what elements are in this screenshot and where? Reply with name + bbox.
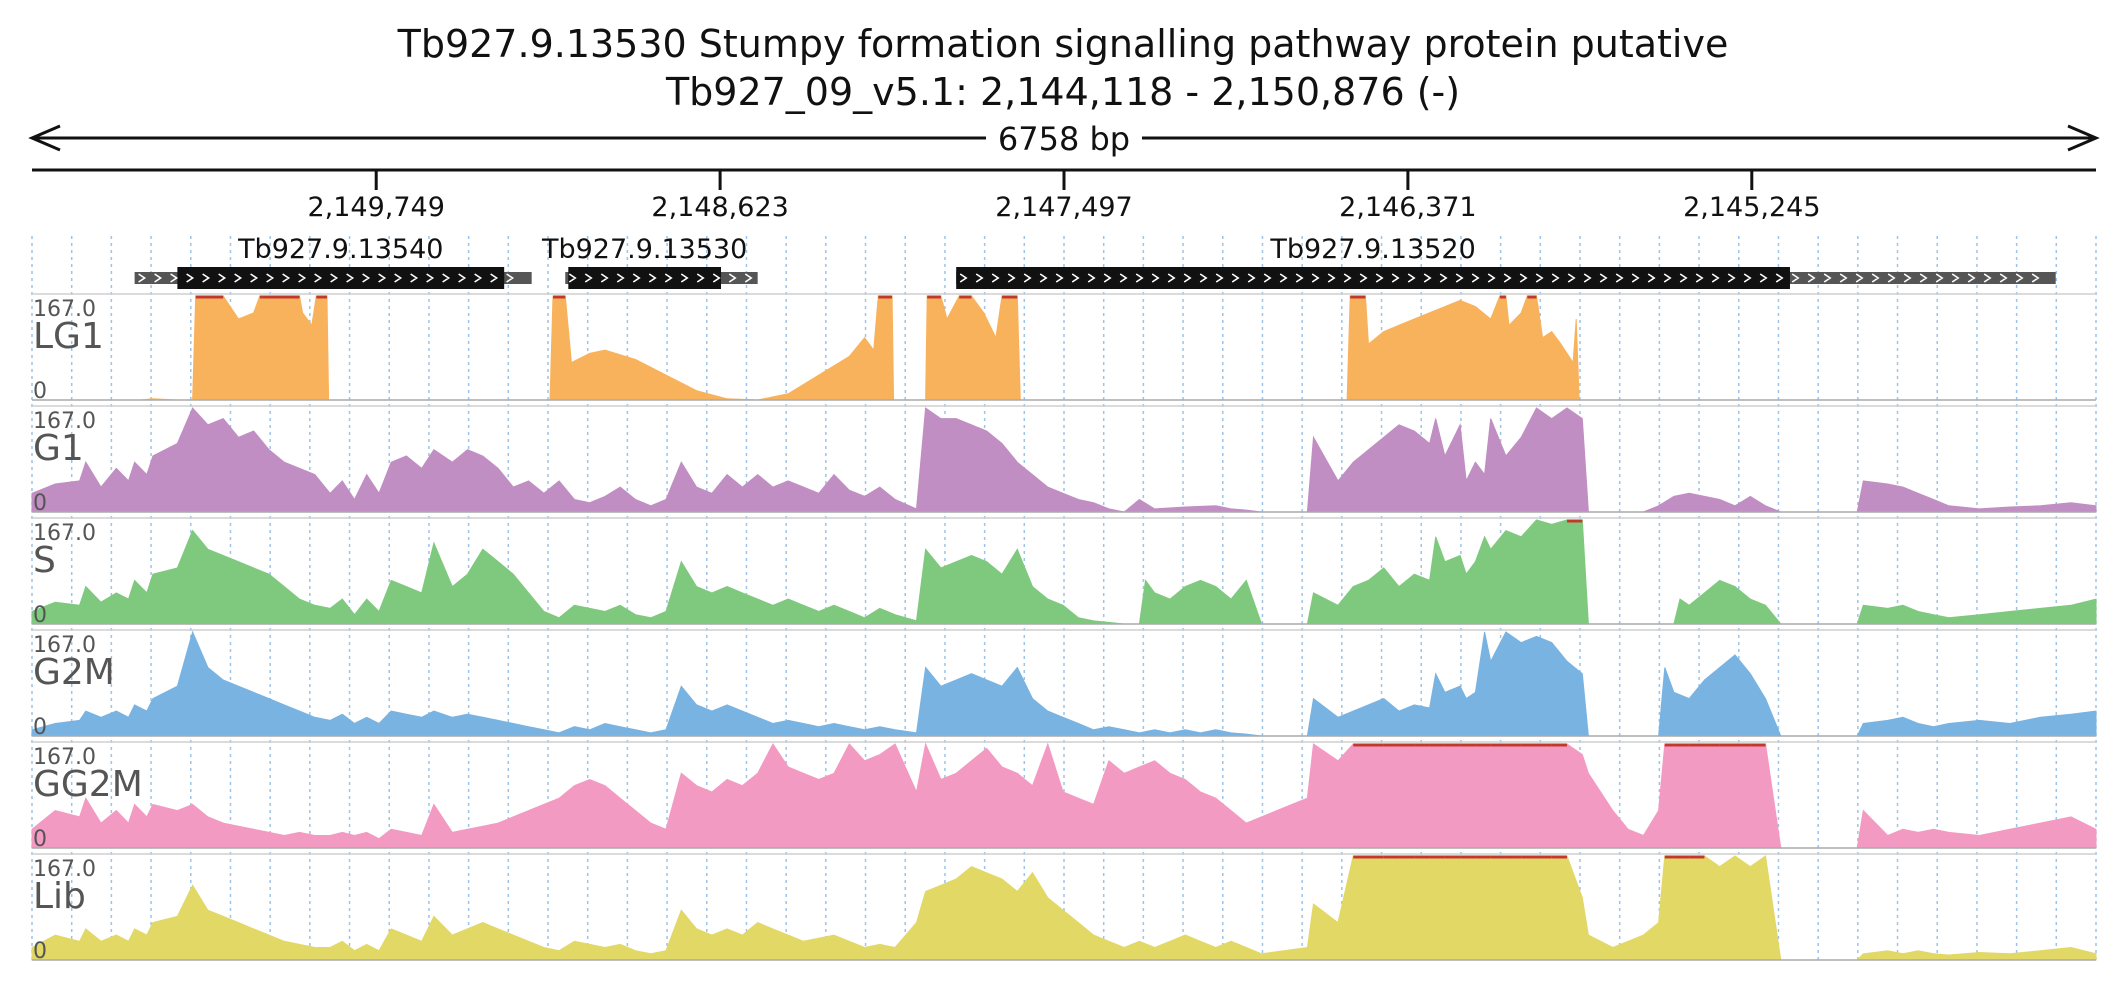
track-name-label: G2M — [33, 652, 115, 693]
track-ymin-label: 0 — [33, 715, 47, 740]
gene-label: Tb927.9.13520 — [1269, 234, 1475, 265]
gene-label: Tb927.9.13530 — [541, 234, 747, 265]
gene-label: Tb927.9.13540 — [237, 234, 443, 265]
track-ymax-label: 167.0 — [33, 857, 96, 882]
track-ymax-label: 167.0 — [33, 409, 96, 434]
track-ymin-label: 0 — [33, 827, 47, 852]
track-ymin-label: 0 — [33, 603, 47, 628]
gene-cds — [177, 267, 505, 289]
span-label: 6758 bp — [998, 120, 1130, 158]
track-name-label: LG1 — [33, 316, 104, 357]
gene-strand-chevrons — [568, 273, 753, 283]
axis-tick-label: 2,146,371 — [1339, 192, 1476, 223]
track-ymax-label: 167.0 — [33, 633, 96, 658]
track-ymin-label: 0 — [33, 491, 47, 516]
coverage-area-s — [31, 519, 2097, 625]
axis-tick-label: 2,145,245 — [1683, 192, 1820, 223]
axis-tick-label: 2,147,497 — [995, 192, 1132, 223]
axis-tick-label: 2,148,623 — [651, 192, 788, 223]
span-label-bg — [986, 118, 1142, 158]
coverage-area-g1 — [31, 407, 2097, 513]
track-ymax-label: 167.0 — [33, 745, 96, 770]
track-ymax-label: 167.0 — [33, 521, 96, 546]
coverage-area-gg2m — [31, 742, 2097, 849]
axis-tick-label: 2,149,749 — [307, 192, 444, 223]
chart-subtitle: Tb927_09_v5.1: 2,144,118 - 2,150,876 (-) — [665, 70, 1461, 114]
track-name-label: S — [33, 540, 56, 581]
gene-cds — [956, 267, 1790, 289]
track-name-label: G1 — [33, 428, 84, 469]
track-ymin-label: 0 — [33, 379, 47, 404]
gene-strand-chevrons — [138, 273, 515, 283]
span-arrow-right-head — [2067, 124, 2100, 152]
gene-strand-chevrons — [959, 273, 2040, 283]
gene-cds — [568, 267, 722, 289]
track-ymin-label: 0 — [33, 939, 47, 964]
track-ymax-label: 167.0 — [33, 297, 96, 322]
track-name-label: GG2M — [33, 764, 143, 805]
chart-title: Tb927.9.13530 Stumpy formation signallin… — [397, 22, 1729, 66]
track-name-label: Lib — [33, 876, 86, 917]
coverage-area-g2m — [31, 630, 2097, 737]
coverage-area-lg1 — [140, 295, 1580, 401]
span-arrow-left-head — [28, 124, 61, 152]
